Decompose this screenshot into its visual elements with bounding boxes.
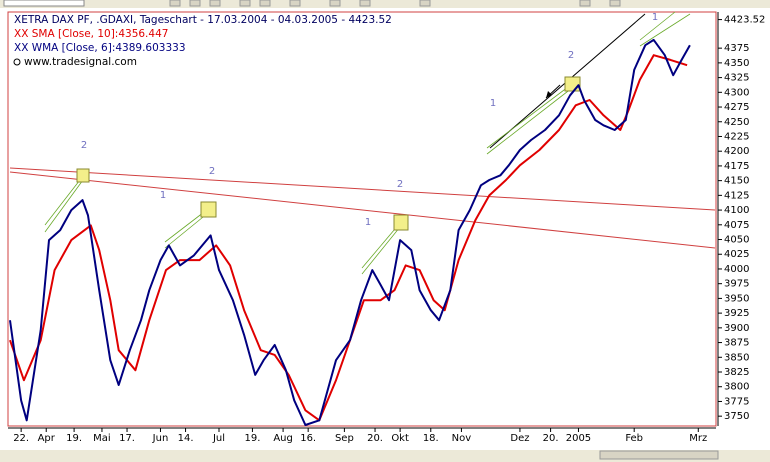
- y-tick-label: 4000: [724, 264, 749, 275]
- y-tick-label: 4300: [724, 87, 749, 98]
- x-tick-label: Sep: [335, 433, 354, 444]
- y-tick-label: 3850: [724, 352, 749, 363]
- toolbar-button[interactable]: [259, 0, 271, 7]
- x-tick-label: Mai: [93, 433, 111, 444]
- y-tick-label: 4200: [724, 146, 749, 157]
- x-tick-label: Jul: [212, 433, 225, 444]
- y-tick-label: 3950: [724, 293, 749, 304]
- y-tick-label: 4225: [724, 131, 749, 142]
- x-tick-label: Nov: [452, 433, 472, 444]
- scrollbar[interactable]: [599, 450, 719, 460]
- wave-label: 1: [490, 98, 496, 109]
- y-tick-label: 3925: [724, 308, 749, 319]
- series-line: [9, 38, 691, 426]
- x-tick-label: Mrz: [689, 433, 707, 444]
- last-value-label: 4423.52: [724, 15, 765, 26]
- wave-label: 2: [209, 166, 215, 177]
- arrow-head: [546, 91, 552, 98]
- trend-line: [9, 171, 716, 249]
- toolbar-button[interactable]: [169, 0, 181, 7]
- y-tick-label: 4125: [724, 190, 749, 201]
- y-tick-label: 4075: [724, 220, 749, 231]
- y-tick-label: 4275: [724, 102, 749, 113]
- y-tick-label: 3800: [724, 382, 749, 393]
- x-tick-label: 19.: [66, 433, 82, 444]
- y-tick-label: 3900: [724, 323, 749, 334]
- legend-entry: XX SMA [Close, 10]:4356.447: [14, 28, 168, 40]
- x-tick-label: 20.: [367, 433, 383, 444]
- toolbar-button[interactable]: [189, 0, 201, 7]
- status-strip: [0, 450, 770, 462]
- x-tick-label: 22.: [13, 433, 29, 444]
- wave-label: 2: [81, 140, 87, 151]
- y-tick-label: 4150: [724, 176, 749, 187]
- y-tick-label: 3875: [724, 338, 749, 349]
- x-tick-label: 17.: [119, 433, 135, 444]
- wave-label: 1: [160, 190, 166, 201]
- toolbar-button[interactable]: [239, 0, 251, 7]
- wave-label: 2: [568, 50, 574, 61]
- y-tick-label: 4350: [724, 58, 749, 69]
- wave-label: 1: [652, 12, 658, 23]
- source-icon: [13, 58, 21, 66]
- plot-frame: [7, 11, 717, 427]
- y-tick-label: 4375: [724, 43, 749, 54]
- toolbar-button[interactable]: [609, 0, 621, 7]
- y-tick-label: 4050: [724, 235, 749, 246]
- chart-title: XETRA DAX PF, .GDAXI, Tageschart - 17.03…: [14, 14, 392, 26]
- y-tick-label: 4100: [724, 205, 749, 216]
- toolbar-button[interactable]: [289, 0, 301, 7]
- x-tick-label: 14.: [178, 433, 194, 444]
- x-tick-label: Feb: [625, 433, 643, 444]
- y-tick-label: 4325: [724, 73, 749, 84]
- x-tick-label: Okt: [391, 433, 409, 444]
- x-tick-label: Jun: [152, 433, 169, 444]
- y-tick-label: 3775: [724, 396, 749, 407]
- y-tick-label: 4250: [724, 117, 749, 128]
- legend-entry: XX WMA [Close, 6]:4389.603333: [14, 42, 186, 54]
- x-tick-label: 18.: [423, 433, 439, 444]
- x-tick-label: Apr: [38, 433, 56, 444]
- x-tick-label: 19.: [244, 433, 260, 444]
- source: www.tradesignal.com: [24, 56, 137, 68]
- x-tick-label: 16.: [300, 433, 316, 444]
- x-tick-label: Aug: [273, 433, 293, 444]
- toolbar-button[interactable]: [579, 0, 591, 7]
- toolbar: [0, 0, 770, 8]
- y-tick-label: 4175: [724, 161, 749, 172]
- toolbar-button[interactable]: [329, 0, 341, 7]
- wave-label: 2: [397, 179, 403, 190]
- drawings: [9, 11, 716, 275]
- x-tick-label: 20.: [543, 433, 559, 444]
- y-tick-label: 4025: [724, 249, 749, 260]
- toolbar-button[interactable]: [359, 0, 371, 7]
- y-tick-label: 3975: [724, 279, 749, 290]
- toolbar-field[interactable]: [3, 0, 85, 7]
- x-tick-label: Dez: [510, 433, 529, 444]
- wave-label: 1: [365, 217, 371, 228]
- trend-line: [9, 167, 716, 211]
- toolbar-button[interactable]: [419, 0, 431, 7]
- toolbar-button[interactable]: [209, 0, 221, 7]
- y-tick-label: 3825: [724, 367, 749, 378]
- x-tick-label: 2005: [566, 433, 591, 444]
- toolbar-buttons: [169, 0, 621, 7]
- y-tick-label: 3750: [724, 411, 749, 422]
